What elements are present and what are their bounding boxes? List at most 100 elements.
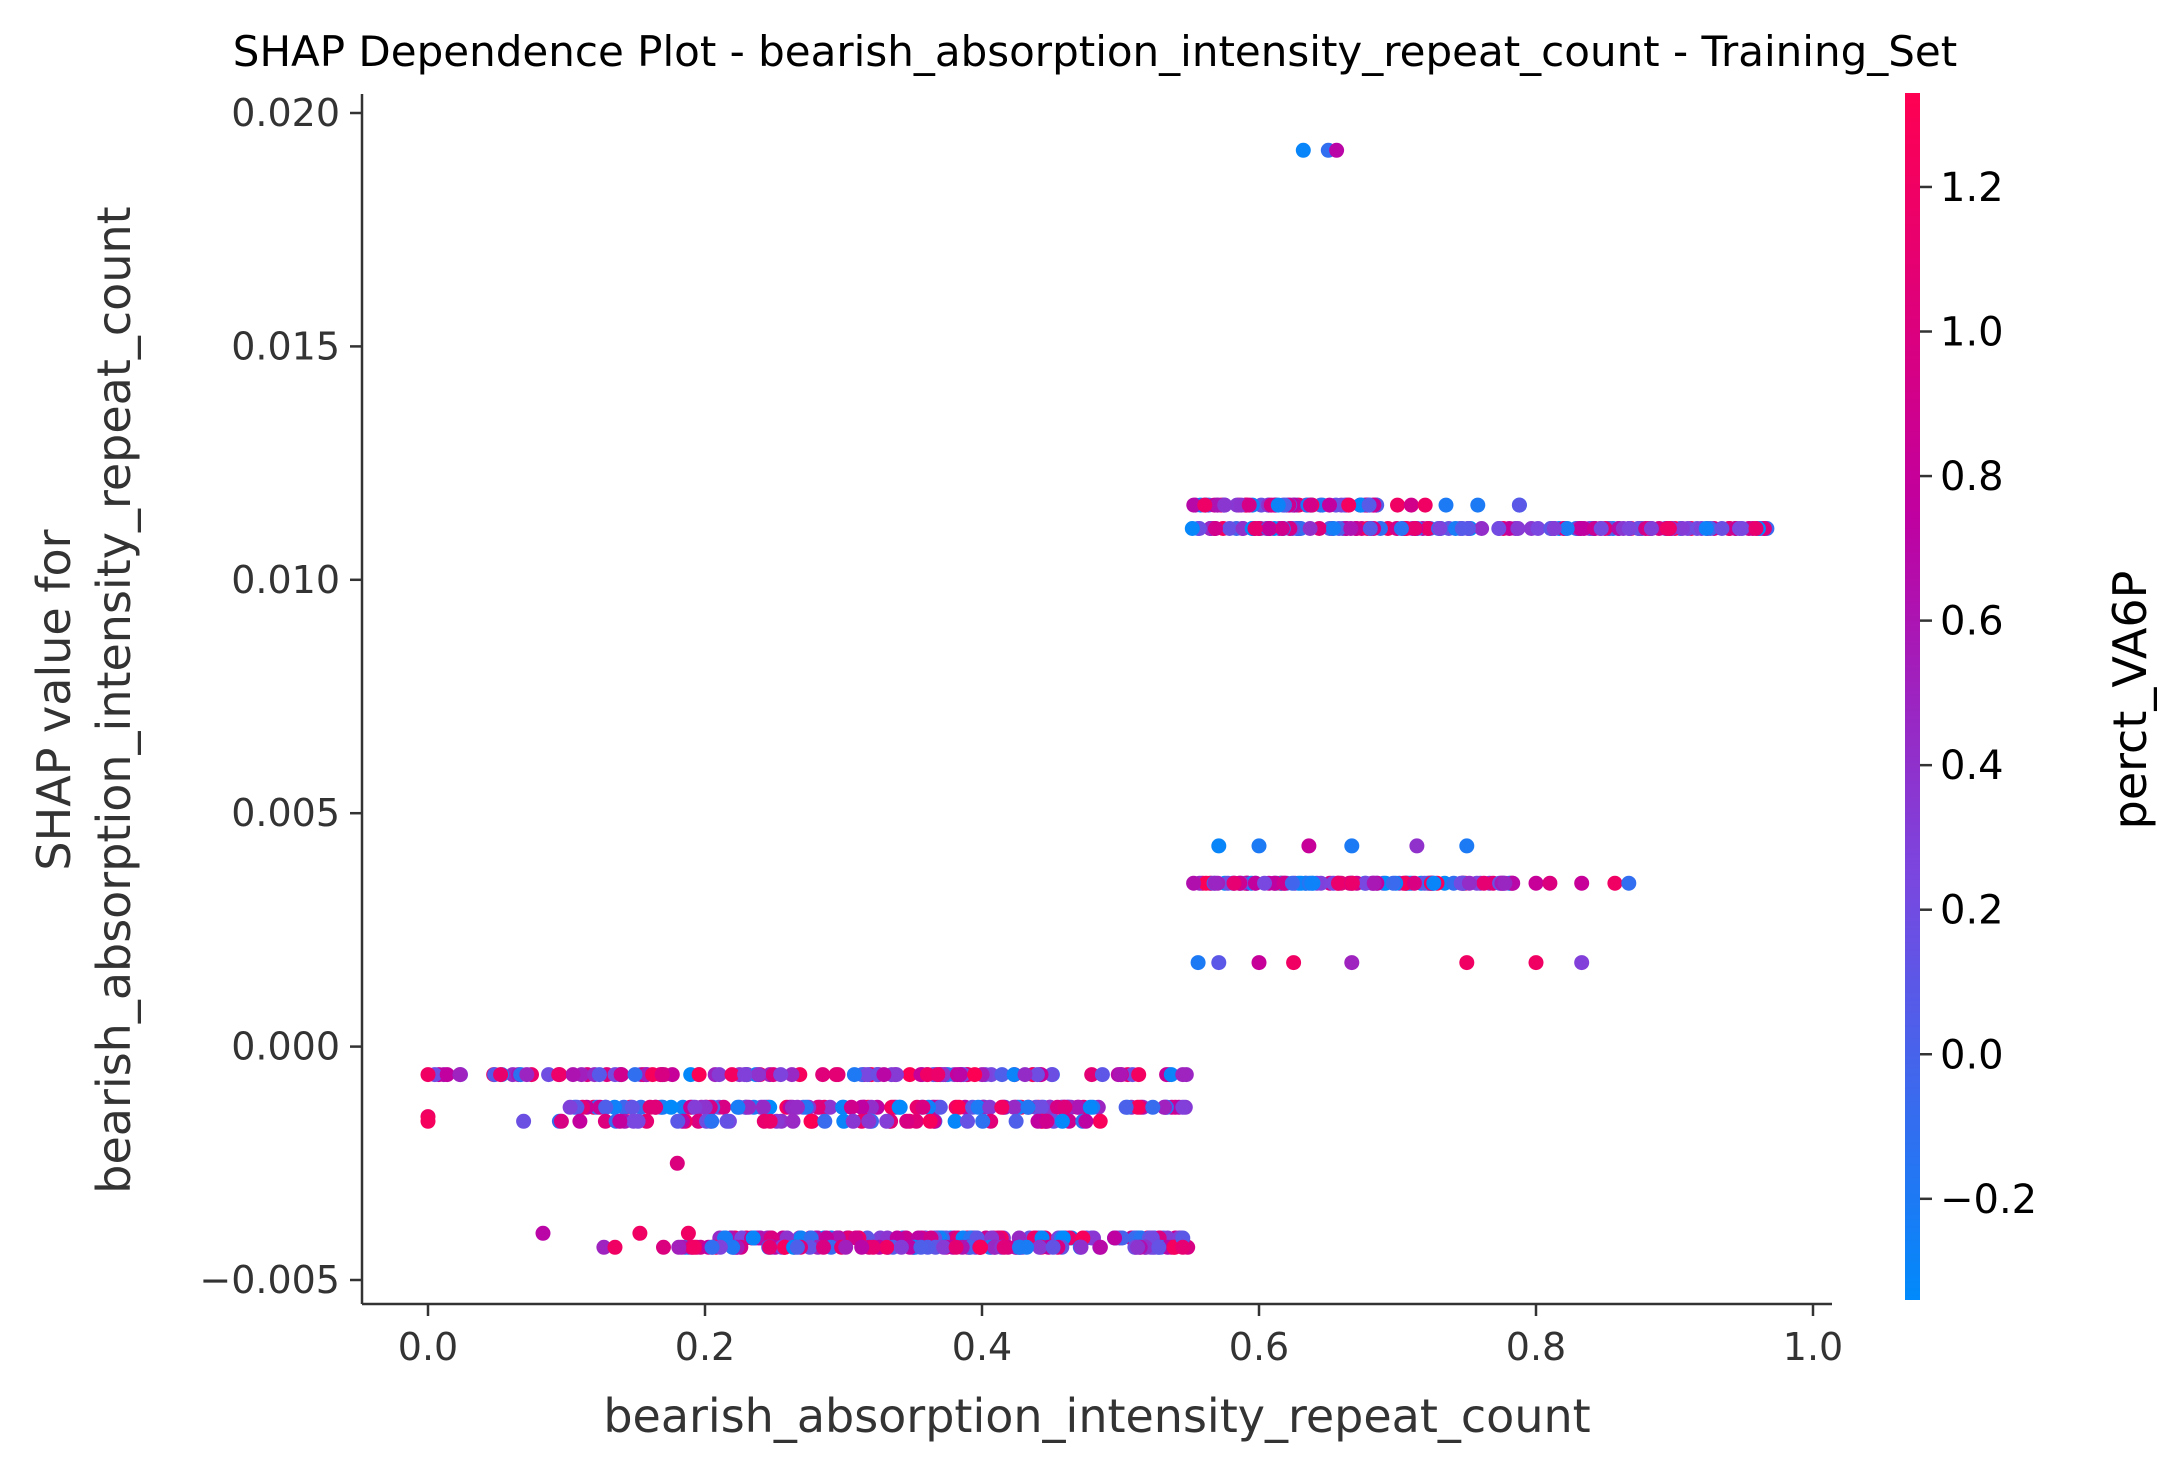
scatter-point	[686, 1239, 702, 1255]
scatter-point	[598, 1099, 614, 1115]
scatter-point	[751, 1067, 766, 1083]
scatter-point	[784, 1067, 800, 1083]
scatter-point	[704, 1113, 720, 1129]
scatter-point	[1559, 521, 1575, 536]
scatter-point	[1130, 1239, 1146, 1255]
scatter-point	[1118, 1099, 1134, 1115]
scatter-point	[669, 1155, 685, 1171]
scatter-point	[879, 1113, 895, 1129]
scatter-point	[888, 1067, 904, 1083]
scatter-points	[420, 142, 1775, 1255]
scatter-point	[535, 1225, 551, 1241]
scatter-point	[1184, 521, 1200, 536]
scatter-point	[1407, 521, 1423, 536]
scatter-point	[1113, 1067, 1128, 1083]
scatter-point	[1211, 838, 1227, 854]
scatter-point	[1329, 142, 1345, 158]
scatter-point	[1084, 1067, 1100, 1083]
scatter-point	[1082, 1099, 1098, 1115]
scatter-point	[725, 1239, 741, 1255]
y-axis-label-line2: bearish_absorption_intensity_repeat_coun…	[87, 206, 141, 1193]
scatter-point	[697, 1099, 713, 1115]
scatter-point	[876, 1067, 892, 1083]
scatter-point	[803, 1113, 819, 1129]
scatter-point	[1257, 875, 1272, 891]
scatter-point	[1033, 1099, 1049, 1115]
scatter-point	[973, 1239, 988, 1255]
scatter-point	[719, 1113, 735, 1129]
scatter-point	[1432, 521, 1448, 536]
scatter-point	[607, 1239, 623, 1255]
scatter-point	[1092, 1239, 1108, 1255]
scatter-point	[996, 1239, 1012, 1255]
scatter-point	[1092, 1113, 1108, 1129]
scatter-point	[815, 1067, 831, 1083]
scatter-point	[994, 1099, 1010, 1115]
scatter-point	[1497, 875, 1513, 891]
scatter-point	[899, 1113, 915, 1129]
scatter-point	[1341, 497, 1357, 513]
scatter-point	[1261, 521, 1277, 536]
y-axis-ticks: 0.020 0.015 0.010 0.005 0.000 −0.005	[199, 91, 362, 1302]
y-tick-label: 0.015	[231, 324, 340, 368]
scatter-point	[762, 1239, 778, 1255]
scatter-point	[663, 1099, 679, 1115]
scatter-point	[613, 1067, 629, 1083]
scatter-point	[982, 1099, 998, 1115]
x-tick-label: 0.2	[675, 1325, 735, 1369]
scatter-point	[1454, 521, 1470, 536]
scatter-point	[1222, 521, 1238, 536]
scatter-point	[1732, 521, 1747, 536]
scatter-point	[1476, 875, 1492, 891]
scatter-point	[960, 1113, 975, 1129]
scatter-point	[1393, 521, 1409, 536]
scatter-point	[1039, 1113, 1055, 1129]
scatter-point	[572, 1113, 588, 1129]
scatter-point	[922, 1113, 938, 1129]
scatter-point	[627, 1067, 643, 1083]
scatter-point	[1403, 497, 1419, 513]
scatter-point	[553, 1113, 569, 1129]
scatter-point	[1621, 875, 1637, 891]
scatter-point	[1659, 521, 1675, 536]
scatter-point	[1331, 875, 1346, 891]
colorbar-tick-label: 0.2	[1940, 888, 2004, 934]
scatter-point	[1186, 497, 1202, 513]
scatter-point	[830, 1067, 846, 1083]
scatter-point	[1197, 497, 1213, 513]
scatter-point	[1190, 955, 1206, 971]
scatter-point	[1361, 497, 1377, 513]
scatter-point	[975, 1113, 991, 1129]
scatter-point	[1175, 1099, 1191, 1115]
x-axis-label: bearish_absorption_intensity_repeat_coun…	[603, 1389, 1590, 1443]
colorbar-tick-label: 0.0	[1940, 1032, 2004, 1078]
colorbar-ticks: 1.2 1.0 0.8 0.6 0.4 0.2 0.0 −0.2	[1920, 165, 2037, 1223]
scatter-point	[913, 1239, 929, 1255]
colorbar-tick-label: 1.0	[1940, 310, 2004, 356]
scatter-point	[846, 1067, 862, 1083]
scatter-point	[741, 1099, 757, 1115]
scatter-point	[704, 1239, 720, 1255]
scatter-point	[762, 1113, 778, 1129]
scatter-point	[612, 1113, 628, 1129]
scatter-point	[789, 1239, 805, 1255]
scatter-point	[1301, 838, 1317, 854]
scatter-point	[1157, 1099, 1172, 1115]
scatter-point	[716, 1099, 732, 1115]
scatter-point	[565, 1067, 581, 1083]
scatter-point	[843, 1099, 859, 1115]
scatter-point	[1459, 838, 1475, 854]
scatter-point	[1163, 1067, 1179, 1083]
scatter-point	[551, 1067, 567, 1083]
scatter-point	[1470, 497, 1486, 513]
scatter-point	[1322, 497, 1337, 513]
y-tick-label: 0.005	[231, 791, 340, 835]
scatter-point	[670, 1113, 686, 1129]
scatter-point	[1420, 521, 1436, 536]
scatter-point	[1044, 1067, 1060, 1083]
scatter-point	[893, 1239, 909, 1255]
scatter-point	[1017, 1067, 1033, 1083]
scatter-point	[452, 1067, 468, 1083]
scatter-point	[915, 1099, 931, 1115]
scatter-point	[1186, 875, 1202, 891]
